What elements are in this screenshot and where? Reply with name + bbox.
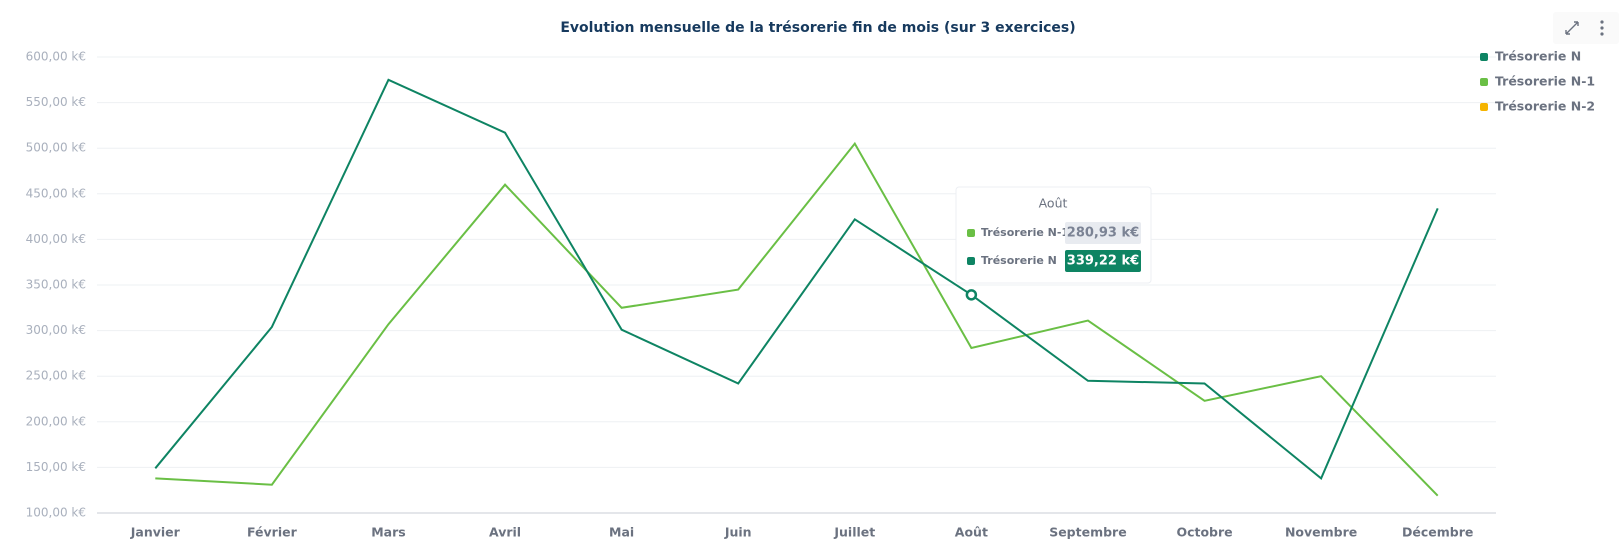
tooltip-value-bg: [1065, 222, 1141, 244]
y-tick-label: 400,00 k€: [26, 232, 86, 246]
x-tick-label: Août: [955, 525, 988, 540]
hover-point: [965, 289, 978, 301]
tooltip-swatch: [967, 229, 975, 237]
tooltip-value: 280,93 k€: [1067, 226, 1139, 241]
chart-title: Evolution mensuelle de la trésorerie fin…: [560, 20, 1075, 36]
x-tick-label: Novembre: [1285, 525, 1357, 540]
y-tick-label: 500,00 k€: [26, 141, 86, 155]
x-tick-label: Juin: [724, 525, 752, 540]
expand-icon[interactable]: [1565, 21, 1579, 35]
legend-label: Trésorerie N: [1495, 49, 1581, 64]
x-tick-label: Février: [247, 525, 298, 540]
y-tick-label: 450,00 k€: [26, 186, 86, 200]
x-tick-label: Janvier: [130, 525, 181, 540]
tooltip-name: Trésorerie N-1: [981, 226, 1069, 239]
y-tick-label: 250,00 k€: [26, 369, 86, 383]
x-tick-label: Juillet: [833, 525, 875, 540]
legend-swatch: [1480, 53, 1488, 61]
x-tick-label: Décembre: [1402, 525, 1473, 540]
legend-label: Trésorerie N-2: [1495, 99, 1595, 114]
y-tick-label: 150,00 k€: [26, 460, 86, 474]
x-tick-label: Septembre: [1049, 525, 1127, 540]
line-series: [154, 78, 1439, 480]
tooltip-value: 339,22 k€: [1067, 254, 1139, 269]
tooltip-name: Trésorerie N: [981, 254, 1057, 267]
y-tick-label: 600,00 k€: [26, 50, 86, 64]
legend-swatch: [1480, 103, 1488, 111]
x-tick-label: Mai: [609, 525, 634, 540]
tooltip-value-bg: [1065, 250, 1141, 272]
x-tick-label: Octobre: [1176, 525, 1232, 540]
menu-icon[interactable]: [1600, 20, 1604, 36]
y-tick-label: 350,00 k€: [26, 278, 86, 292]
tooltip-title: Août: [1039, 196, 1068, 211]
y-tick-label: 300,00 k€: [26, 323, 86, 337]
x-tick-label: Mars: [371, 525, 405, 540]
y-tick-label: 200,00 k€: [26, 414, 86, 428]
toolbar-bg: [1553, 12, 1619, 44]
x-tick-label: Avril: [489, 525, 521, 540]
tooltip-swatch: [967, 257, 975, 265]
legend-swatch: [1480, 78, 1488, 86]
line-series: [155, 141, 1439, 497]
toolbar: [1553, 12, 1619, 44]
y-tick-label: 550,00 k€: [26, 95, 86, 109]
legend-label: Trésorerie N-1: [1495, 74, 1595, 89]
y-tick-label: 100,00 k€: [26, 506, 86, 520]
